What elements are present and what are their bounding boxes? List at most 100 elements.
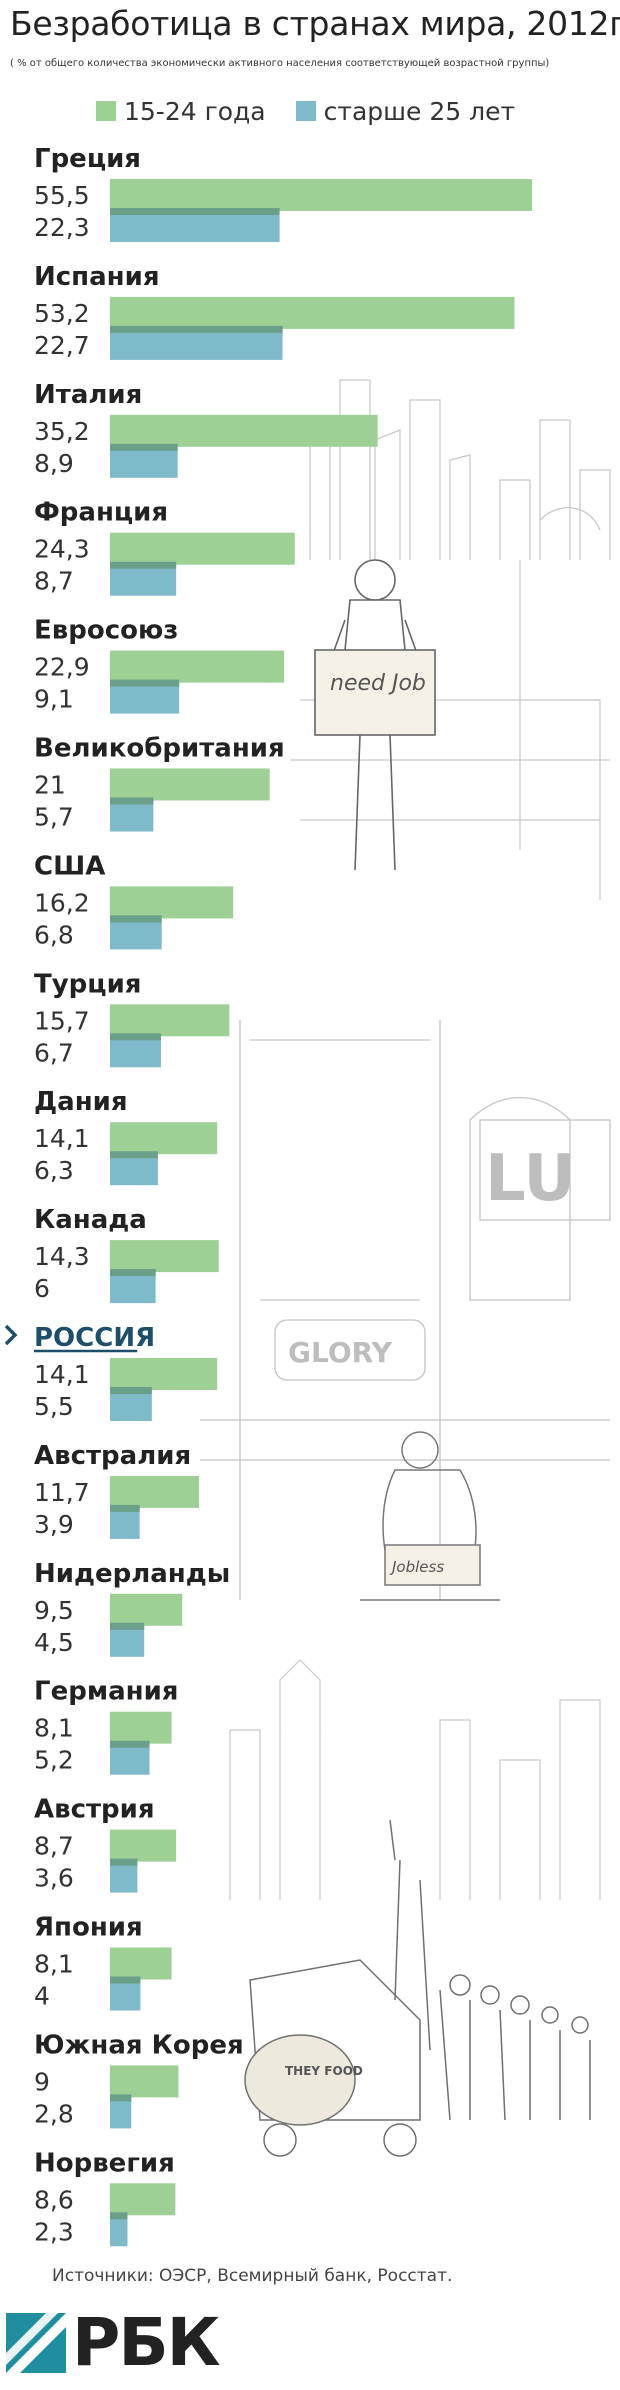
value-label-young-17: 8,6: [34, 2185, 74, 2214]
chart-title: Безработица в странах мира, 2012г.: [10, 4, 620, 43]
bar-overlap-5: [110, 797, 154, 805]
value-label-older-7: 6,7: [34, 1038, 74, 1067]
category-label-17: Норвегия: [34, 2148, 175, 2178]
bar-older-12: [110, 1624, 145, 1657]
bar-older-1: [110, 327, 283, 360]
bar-young-11: [110, 1475, 199, 1508]
value-label-young-14: 8,7: [34, 1832, 74, 1861]
bar-older-16: [110, 2096, 132, 2129]
value-label-older-1: 22,7: [34, 331, 90, 360]
bar-older-8: [110, 1153, 158, 1186]
bar-overlap-13: [110, 1740, 150, 1748]
rbc-logo: РБК: [6, 2304, 221, 2381]
bar-young-14: [110, 1829, 177, 1862]
chart-subtitle: ( % от общего количества экономически ак…: [10, 58, 550, 69]
bar-overlap-2: [110, 443, 178, 451]
bar-overlap-0: [110, 208, 280, 215]
value-label-young-13: 8,1: [34, 1714, 74, 1743]
category-label-11: Австралия: [34, 1441, 191, 1471]
category-label-15: Япония: [34, 1913, 143, 1943]
bar-overlap-4: [110, 679, 180, 687]
value-label-older-2: 8,9: [34, 449, 74, 478]
value-label-older-9: 6: [34, 1274, 50, 1303]
bar-older-13: [110, 1742, 150, 1775]
bar-young-6: [110, 886, 234, 919]
value-label-young-3: 24,3: [34, 535, 90, 564]
bar-young-12: [110, 1593, 183, 1626]
bar-overlap-12: [110, 1622, 145, 1630]
value-label-older-5: 5,7: [34, 803, 74, 832]
legend-item-older: старше 25 лет: [295, 96, 516, 126]
category-label-14: Австрия: [34, 1795, 155, 1825]
source-note: Источники: ОЭСР, Всемирный банк, Росстат…: [52, 2266, 453, 2286]
value-label-young-0: 55,5: [34, 181, 90, 210]
value-label-young-1: 53,2: [34, 299, 90, 328]
sketch-sign-jobless: Jobless: [389, 1558, 444, 1576]
highlight-arrow-icon: [4, 1324, 18, 1346]
value-label-older-15: 4: [34, 1982, 50, 2011]
value-label-older-10: 5,5: [34, 1392, 74, 1421]
bar-young-10: [110, 1358, 218, 1390]
category-label-9: Канада: [34, 1205, 147, 1235]
bar-overlap-16: [110, 2094, 132, 2102]
value-label-young-8: 14,1: [34, 1124, 90, 1153]
bar-overlap-17: [110, 2212, 128, 2220]
bar-young-5: [110, 768, 270, 801]
category-label-10: РОССИЯ: [34, 1323, 155, 1353]
bar-older-14: [110, 1860, 138, 1893]
category-label-0: Греция: [34, 144, 141, 174]
value-label-young-9: 14,3: [34, 1242, 90, 1271]
category-label-2: Италия: [34, 380, 142, 410]
category-label-8: Дания: [34, 1087, 128, 1117]
bar-overlap-6: [110, 915, 162, 923]
value-label-young-10: 14,1: [34, 1360, 90, 1389]
bar-older-4: [110, 681, 180, 714]
bar-overlap-9: [110, 1269, 156, 1277]
category-label-5: Великобритания: [34, 734, 285, 764]
value-label-young-11: 11,7: [34, 1478, 90, 1507]
legend-label-older: старше 25 лет: [323, 96, 516, 126]
value-label-older-8: 6,3: [34, 1156, 74, 1185]
legend-label-young: 15-24 года: [124, 96, 266, 126]
bar-overlap-15: [110, 1976, 141, 1984]
bar-overlap-3: [110, 561, 177, 569]
bar-young-16: [110, 2065, 179, 2098]
category-label-16: Южная Корея: [34, 2030, 244, 2060]
value-label-older-12: 4,5: [34, 1628, 74, 1657]
bar-young-0: [110, 179, 532, 211]
category-label-12: Нидерланды: [34, 1559, 230, 1589]
value-label-young-5: 21: [34, 771, 66, 800]
bar-young-8: [110, 1122, 218, 1155]
value-label-young-6: 16,2: [34, 888, 90, 917]
bar-young-2: [110, 414, 378, 447]
sketch-sign-glory: GLORY: [288, 1336, 393, 1369]
bar-older-2: [110, 445, 178, 478]
bar-older-9: [110, 1271, 156, 1304]
bar-older-15: [110, 1978, 141, 2011]
value-label-older-0: 22,3: [34, 213, 90, 242]
bar-overlap-14: [110, 1858, 138, 1866]
bar-young-17: [110, 2183, 176, 2216]
legend-swatch-older: [295, 101, 316, 121]
bar-older-5: [110, 799, 154, 832]
sketch-sign-lu: LU: [485, 1142, 575, 1216]
bar-older-6: [110, 917, 162, 950]
value-label-older-13: 5,2: [34, 1746, 74, 1775]
bar-older-11: [110, 1506, 140, 1539]
value-label-young-12: 9,5: [34, 1596, 74, 1625]
sketch-sign-food: THEY FOOD: [285, 2064, 363, 2078]
bar-young-9: [110, 1240, 219, 1273]
category-label-7: Турция: [34, 969, 141, 999]
category-label-3: Франция: [34, 498, 168, 528]
legend-swatch-young: [96, 101, 116, 121]
rbc-logo-text: РБК: [72, 2304, 221, 2381]
value-label-older-14: 3,6: [34, 1864, 74, 1893]
bar-older-17: [110, 2214, 128, 2247]
value-label-older-3: 8,7: [34, 567, 74, 596]
value-label-older-4: 9,1: [34, 685, 74, 714]
bar-young-7: [110, 1004, 230, 1037]
value-label-older-6: 6,8: [34, 920, 74, 949]
value-label-young-4: 22,9: [34, 653, 90, 682]
bar-older-0: [110, 210, 280, 242]
